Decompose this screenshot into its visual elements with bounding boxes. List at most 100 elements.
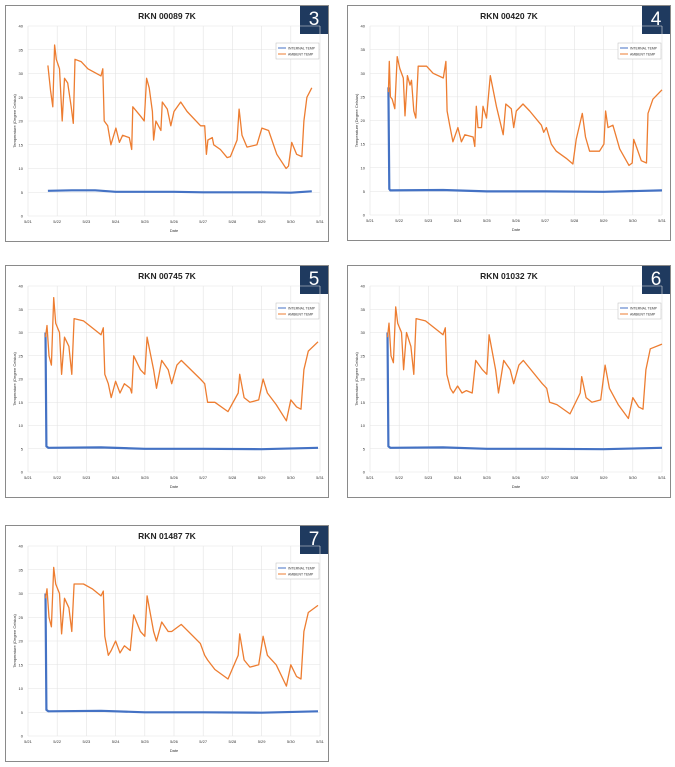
x-tick-label: 5/27	[199, 739, 208, 744]
chart-title: RKN 00089 7K	[138, 11, 196, 21]
x-tick-label: 5/28	[571, 218, 580, 223]
y-tick-label: 30	[19, 330, 24, 335]
chart-number-badge: 4	[642, 6, 670, 34]
x-tick-label: 5/30	[287, 739, 296, 744]
chart-title: RKN 00745 7K	[138, 271, 196, 281]
y-tick-label: 35	[361, 307, 366, 312]
y-axis-label: Temperature (Degree Celsius)	[354, 352, 359, 406]
y-tick-label: 25	[19, 95, 24, 100]
x-tick-label: 5/27	[541, 475, 550, 480]
x-tick-label: 5/30	[629, 475, 638, 480]
x-tick-label: 5/29	[600, 218, 609, 223]
internal-temp-line	[44, 332, 319, 451]
internal-temp-line	[386, 332, 663, 451]
x-axis-label: Date	[170, 228, 179, 233]
x-tick-label: 5/25	[483, 218, 492, 223]
y-axis-label: Temperature (Degree Celsius)	[12, 614, 17, 668]
chart-title: RKN 01487 7K	[138, 531, 196, 541]
x-tick-label: 5/31	[316, 475, 325, 480]
ambient-temp-line	[44, 566, 319, 687]
x-tick-label: 5/25	[141, 475, 150, 480]
x-tick-label: 5/25	[141, 739, 150, 744]
x-tick-label: 5/26	[170, 475, 179, 480]
x-tick-label: 5/31	[658, 475, 667, 480]
x-tick-label: 5/30	[287, 475, 296, 480]
x-tick-label: 5/21	[366, 475, 375, 480]
internal-temp-line	[47, 189, 312, 194]
y-tick-label: 20	[19, 377, 24, 382]
x-tick-label: 5/23	[83, 739, 92, 744]
y-tick-label: 40	[19, 544, 24, 549]
y-tick-label: 40	[19, 284, 24, 289]
y-tick-label: 35	[361, 47, 366, 52]
y-tick-label: 30	[361, 71, 366, 76]
y-tick-label: 30	[19, 71, 24, 76]
internal-temp-line	[387, 87, 663, 193]
legend-label: AMBIENT TEMP	[630, 312, 656, 316]
chart-svg: 0 5 10 15 20 25 30 35 40 5/21 5/22 5/23 5/24 5/25 5/26…	[12, 284, 325, 490]
chart-number-badge: 3	[300, 6, 328, 34]
y-tick-label: 5	[21, 446, 24, 451]
x-tick-label: 5/23	[425, 218, 434, 223]
y-tick-label: 5	[21, 710, 24, 715]
x-tick-label: 5/24	[112, 219, 121, 224]
x-tick-label: 5/31	[316, 739, 325, 744]
y-tick-label: 25	[19, 353, 24, 358]
ambient-temp-line	[387, 56, 663, 167]
legend-box	[275, 42, 320, 60]
x-tick-label: 5/31	[316, 219, 325, 224]
x-tick-label: 5/22	[395, 475, 404, 480]
y-tick-label: 25	[19, 615, 24, 620]
y-tick-label: 0	[21, 470, 24, 475]
legend-box	[275, 302, 320, 320]
y-tick-label: 10	[19, 423, 24, 428]
chart-panel-7: 7 RKN 01487 7K 0 5 10 15 20 25 30 35 40 5/21 5/22 5/2…	[5, 525, 329, 762]
legend-label: INTERNAL TEMP	[630, 46, 658, 50]
x-tick-label: 5/24	[112, 475, 121, 480]
x-tick-label: 5/26	[512, 218, 521, 223]
chart-title: RKN 01032 7K	[480, 271, 538, 281]
x-tick-label: 5/22	[53, 219, 62, 224]
ambient-temp-line	[47, 44, 313, 170]
legend-label: AMBIENT TEMP	[288, 52, 314, 56]
y-tick-label: 0	[363, 470, 366, 475]
y-tick-label: 0	[21, 734, 24, 739]
x-tick-label: 5/28	[229, 475, 238, 480]
x-tick-label: 5/26	[170, 219, 179, 224]
y-axis-label: Temperature (Degree Celsius)	[12, 352, 17, 406]
x-tick-label: 5/28	[229, 739, 238, 744]
chart-panel-4: 4 RKN 00420 7K 0 5 10 15 20 25 30 35 40 5/21 5/22 5/2…	[347, 5, 671, 241]
x-tick-label: 5/27	[199, 475, 208, 480]
y-axis-label: Temperature (Degree Celsius)	[12, 94, 17, 148]
y-tick-label: 35	[19, 307, 24, 312]
x-tick-label: 5/26	[170, 739, 179, 744]
y-tick-label: 35	[19, 47, 24, 52]
x-tick-label: 5/22	[395, 218, 404, 223]
chart-title: RKN 00420 7K	[480, 11, 538, 21]
x-tick-label: 5/27	[199, 219, 208, 224]
y-tick-label: 15	[19, 662, 24, 667]
y-tick-label: 20	[361, 377, 366, 382]
x-tick-label: 5/22	[53, 739, 62, 744]
legend-box	[275, 562, 320, 580]
x-tick-label: 5/21	[24, 739, 33, 744]
y-axis-label: Temperature (Degree Celsius)	[354, 93, 359, 147]
x-axis-label: Date	[512, 227, 521, 232]
y-tick-label: 40	[19, 24, 24, 29]
y-tick-label: 10	[19, 166, 24, 171]
x-tick-label: 5/21	[24, 475, 33, 480]
y-tick-label: 15	[19, 142, 24, 147]
y-tick-label: 5	[363, 446, 366, 451]
ambient-temp-line	[44, 296, 319, 422]
x-tick-label: 5/23	[83, 475, 92, 480]
legend-label: AMBIENT TEMP	[630, 52, 656, 56]
y-tick-label: 40	[361, 24, 366, 29]
x-axis-label: Date	[512, 484, 521, 489]
y-tick-label: 0	[363, 213, 366, 218]
y-tick-label: 10	[361, 165, 366, 170]
x-tick-label: 5/21	[366, 218, 375, 223]
x-tick-label: 5/26	[512, 475, 521, 480]
x-axis-label: Date	[170, 484, 179, 489]
legend-box	[617, 302, 662, 320]
x-tick-label: 5/29	[258, 475, 267, 480]
